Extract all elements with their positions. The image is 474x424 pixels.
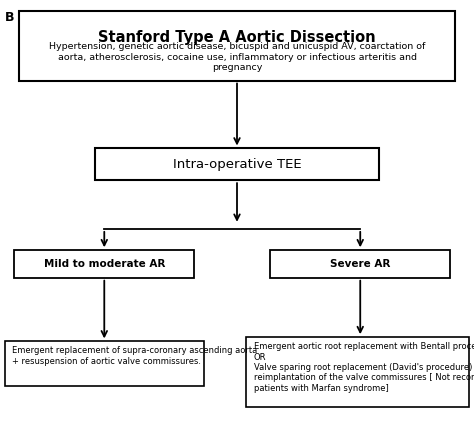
Bar: [270, 250, 450, 278]
Bar: [246, 337, 469, 407]
Text: Hypertension, genetic aortic disease, bicuspid and unicuspid AV, coarctation of
: Hypertension, genetic aortic disease, bi…: [49, 42, 425, 72]
Text: Mild to moderate AR: Mild to moderate AR: [44, 259, 165, 269]
Bar: [5, 341, 204, 386]
Bar: [14, 250, 194, 278]
Text: Stanford Type A Aortic Dissection: Stanford Type A Aortic Dissection: [98, 30, 376, 45]
Bar: [19, 11, 455, 81]
Text: Emergent replacement of supra-coronary ascending aorta
+ resuspension of aortic : Emergent replacement of supra-coronary a…: [12, 346, 257, 366]
Text: B: B: [5, 11, 14, 24]
Text: Severe AR: Severe AR: [330, 259, 391, 269]
Bar: [95, 148, 379, 180]
Text: Intra-operative TEE: Intra-operative TEE: [173, 158, 301, 171]
Text: Emergent aortic root replacement with Bentall procedure
OR
Valve sparing root re: Emergent aortic root replacement with Be…: [254, 342, 474, 393]
